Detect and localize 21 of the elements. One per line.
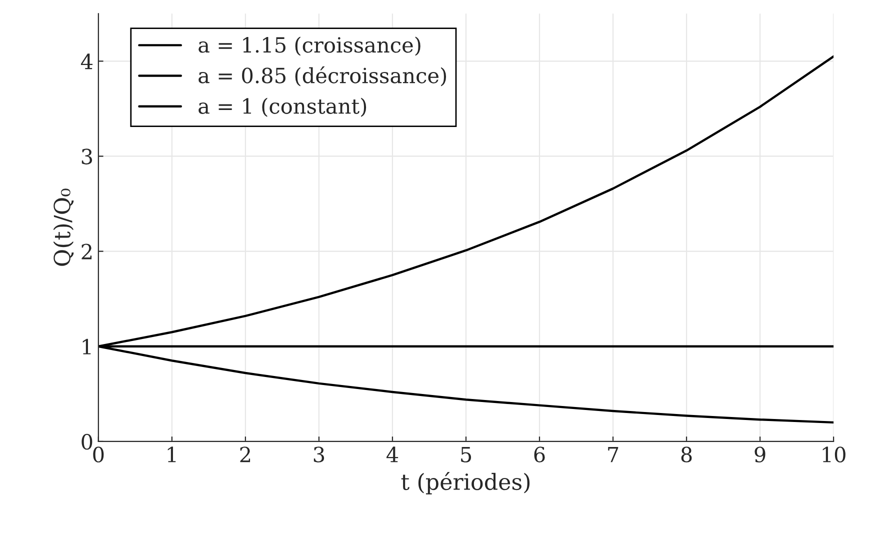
y-tick-label: 3 <box>82 148 92 164</box>
x-tick-label: 5 <box>461 446 472 462</box>
x-tick-label: 10 <box>822 446 846 462</box>
y-tick-label: 0 <box>82 434 92 450</box>
legend-label: a = 0.85 (décroissance) <box>198 66 446 86</box>
x-tick-label: 9 <box>754 446 766 462</box>
legend-label: a = 1 (constant) <box>198 98 366 117</box>
y-axis-title: Q(t)/Q₀ <box>53 188 74 266</box>
y-tick-label: 1 <box>82 338 91 354</box>
x-axis-title: t (périodes) <box>401 472 530 494</box>
y-tick-label: 2 <box>82 244 92 260</box>
x-tick-label: 6 <box>534 446 545 462</box>
x-tick-label: 7 <box>608 446 618 462</box>
x-tick-label: 8 <box>681 446 692 462</box>
legend-label: a = 1.15 (croissance) <box>198 36 420 56</box>
x-tick-label: 4 <box>386 446 398 462</box>
x-tick-label: 1 <box>168 446 176 462</box>
x-tick-label: 2 <box>240 446 250 462</box>
y-tick-label: 4 <box>80 54 93 70</box>
x-tick-label: 3 <box>314 446 324 462</box>
x-tick-label: 0 <box>93 446 104 462</box>
